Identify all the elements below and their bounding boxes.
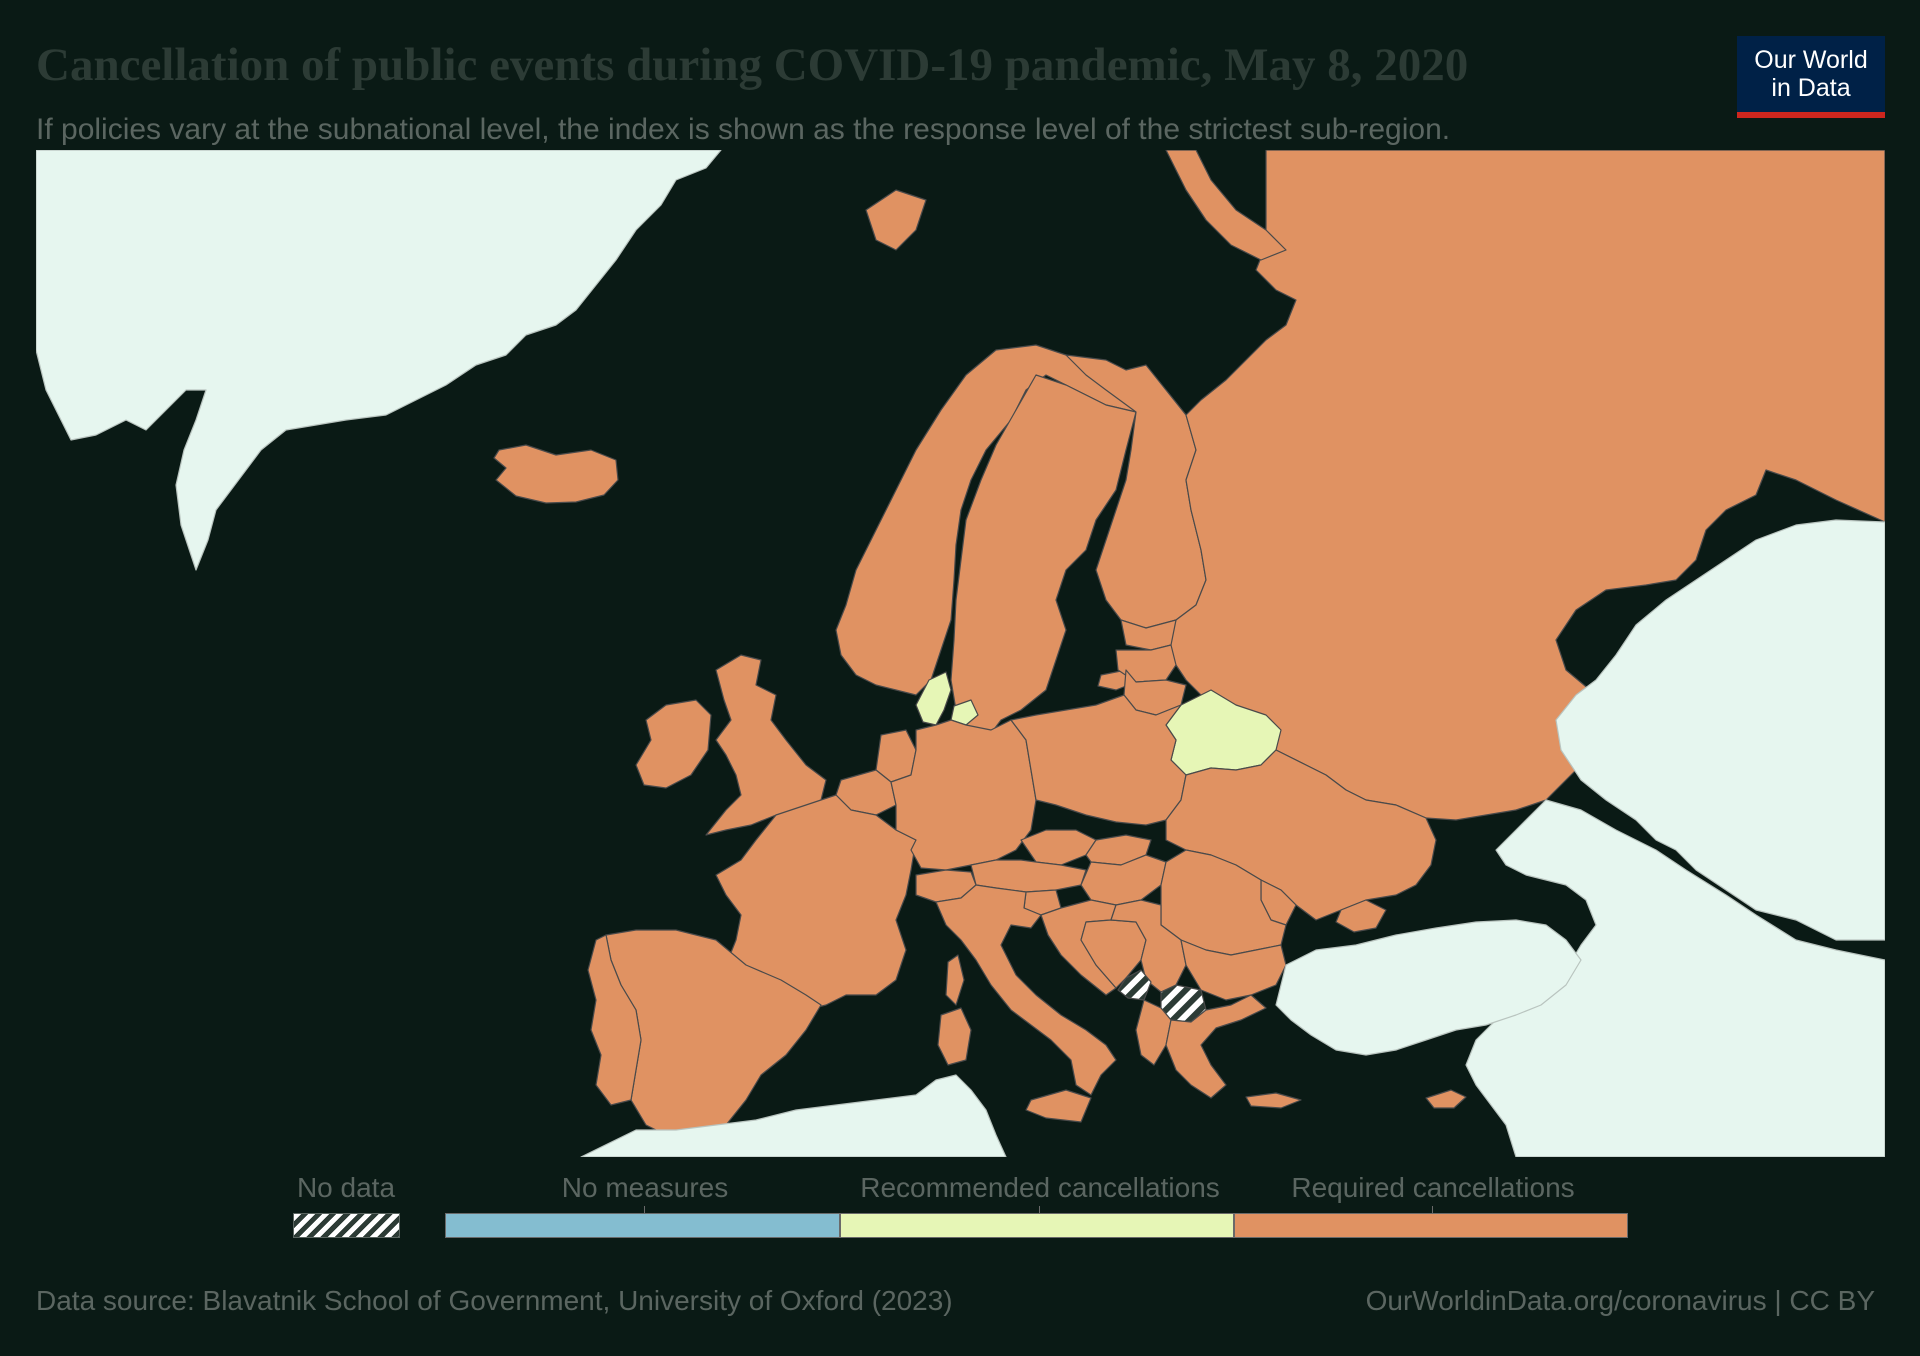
legend-tick-0 xyxy=(644,1206,645,1213)
logo-line-1: Our World xyxy=(1754,46,1868,74)
region-albania[interactable] xyxy=(1135,999,1172,1066)
region-caucasus[interactable] xyxy=(1465,799,1885,1157)
legend-bin-label-2: Required cancellations xyxy=(1291,1172,1575,1203)
legend-bin-no-measures xyxy=(445,1213,840,1238)
region-iceland[interactable] xyxy=(493,444,619,504)
region-bulgaria[interactable] xyxy=(1180,939,1287,1001)
region-crimea[interactable] xyxy=(1335,899,1387,933)
region-svalbard[interactable] xyxy=(865,189,927,251)
region-sardinia[interactable] xyxy=(937,1007,972,1066)
legend-bin-required xyxy=(1234,1213,1628,1238)
legend-tick-1 xyxy=(1039,1206,1040,1213)
region-ireland[interactable] xyxy=(635,699,712,789)
legend-tick-2 xyxy=(1432,1206,1433,1213)
region-poland[interactable] xyxy=(1010,694,1187,826)
region-sicily[interactable] xyxy=(1025,1089,1092,1123)
region-russia-novaya-zemlya[interactable] xyxy=(1165,150,1287,261)
legend-bin-label-0: No measures xyxy=(561,1172,729,1203)
data-source[interactable]: Data source: Blavatnik School of Governm… xyxy=(36,1285,953,1316)
legend-bin-label-1: Recommended cancellations xyxy=(860,1172,1220,1203)
chart-title: Cancellation of public events during COV… xyxy=(36,39,1469,91)
credit-link[interactable]: OurWorldinData.org/coronavirus | CC BY xyxy=(1365,1285,1875,1316)
region-denmark-zealand[interactable] xyxy=(950,699,979,726)
map-area xyxy=(36,150,1885,1157)
europe-map xyxy=(36,150,1885,1157)
region-italy[interactable] xyxy=(935,884,1117,1096)
region-denmark[interactable] xyxy=(915,671,952,726)
legend-bin-recommended xyxy=(840,1213,1234,1238)
legend-no-data-swatch xyxy=(293,1213,400,1238)
owid-logo[interactable]: Our World in Data xyxy=(1737,36,1885,118)
region-corsica[interactable] xyxy=(945,954,965,1006)
legend-no-data-label: No data xyxy=(296,1172,396,1203)
region-kazakhstan[interactable] xyxy=(1555,519,1885,941)
region-latvia[interactable] xyxy=(1115,644,1177,683)
region-portugal[interactable] xyxy=(587,934,642,1106)
region-sweden[interactable] xyxy=(950,374,1137,741)
region-north-africa[interactable] xyxy=(580,1074,1007,1157)
region-greece[interactable] xyxy=(1165,994,1267,1099)
region-crete[interactable] xyxy=(1245,1092,1302,1109)
logo-line-2: in Data xyxy=(1771,74,1851,102)
chart-subtitle: If policies vary at the subnational leve… xyxy=(36,113,1451,146)
region-turkey[interactable] xyxy=(1275,919,1582,1056)
region-france[interactable] xyxy=(715,794,917,1011)
region-cyprus[interactable] xyxy=(1425,1089,1467,1109)
region-greenland[interactable] xyxy=(36,150,722,571)
